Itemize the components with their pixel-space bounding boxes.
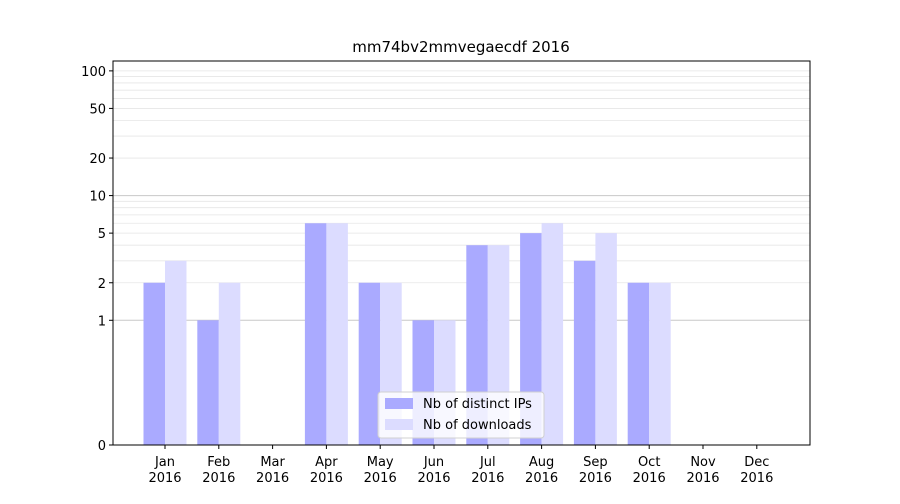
x-tick-label-year: 2016 — [417, 471, 450, 486]
bar — [358, 282, 381, 445]
plot-frame — [112, 60, 811, 446]
x-tick-label-month: Feb — [207, 455, 230, 470]
x-tick-label-year: 2016 — [310, 471, 343, 486]
legend-label: Nb of distinct IPs — [423, 397, 532, 412]
y-tick-label: 100 — [81, 65, 106, 80]
x-tick-label-year: 2016 — [579, 471, 612, 486]
x-tick-label-year: 2016 — [148, 471, 181, 486]
y-tick-label: 10 — [89, 190, 106, 205]
x-tick-label-year: 2016 — [525, 471, 558, 486]
x-tick-label-month: Aug — [529, 455, 554, 470]
y-tick-label: 5 — [98, 227, 106, 242]
x-tick-label-month: Sep — [583, 455, 608, 470]
x-tick-label-year: 2016 — [633, 471, 666, 486]
y-tick-label: 2 — [98, 277, 106, 292]
x-tick-label-year: 2016 — [471, 471, 504, 486]
x-tick-label-month: Nov — [690, 455, 716, 470]
y-axis: 0 1 2 5 10 20 50 100 — [81, 65, 113, 454]
bar — [304, 223, 327, 445]
bar — [541, 223, 564, 445]
bar — [627, 282, 650, 445]
x-tick-label-month: Jun — [423, 455, 444, 470]
x-tick-label-year: 2016 — [364, 471, 397, 486]
bar — [143, 282, 165, 445]
x-tick-label-month: Mar — [260, 455, 285, 470]
x-tick-label-month: May — [367, 455, 394, 470]
y-tick-label: 50 — [89, 102, 106, 117]
y-tick-label: 1 — [98, 314, 106, 329]
bar — [218, 282, 241, 445]
x-tick-label-month: Oct — [638, 455, 660, 470]
bar — [165, 260, 187, 445]
x-tick-label-year: 2016 — [202, 471, 235, 486]
legend: Nb of distinct IPs Nb of downloads — [377, 391, 545, 439]
bar — [326, 223, 348, 445]
bar — [573, 260, 596, 445]
bar — [595, 233, 617, 445]
y-tick-label: 20 — [89, 152, 106, 167]
legend-swatch — [385, 419, 413, 430]
x-tick-label-year: 2016 — [686, 471, 719, 486]
grid-lines — [113, 70, 810, 321]
legend-box — [377, 391, 545, 439]
bar — [197, 320, 219, 445]
y-tick-label: 0 — [98, 439, 106, 454]
x-tick-label-year: 2016 — [740, 471, 773, 486]
bar — [649, 282, 671, 445]
x-tick-label-month: Dec — [744, 455, 769, 470]
chart-title: mm74bv2mmvegaecdf 2016 — [352, 38, 570, 56]
x-tick-label-month: Jul — [479, 455, 496, 470]
legend-label: Nb of downloads — [423, 418, 532, 433]
x-tick-label-year: 2016 — [256, 471, 289, 486]
x-tick-label-month: Apr — [315, 455, 338, 470]
x-axis: Jan2016Feb2016Mar2016Apr2016May2016Jun20… — [148, 445, 773, 486]
legend-swatch — [385, 398, 413, 409]
x-tick-label-month: Jan — [154, 455, 175, 470]
